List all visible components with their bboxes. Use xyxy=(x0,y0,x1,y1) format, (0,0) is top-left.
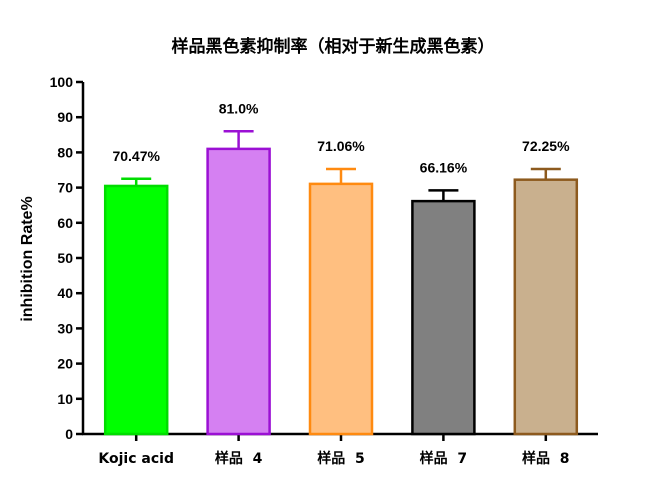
data-label: 66.16% xyxy=(420,159,468,175)
chart-title: 样品黑色素抑制率（相对于新生成黑色素） xyxy=(172,36,495,57)
bar xyxy=(411,199,476,436)
bar xyxy=(308,182,374,436)
data-label: 72.25% xyxy=(522,138,570,154)
y-axis-label: inhibition Rate% xyxy=(19,196,36,321)
y-tick-label: 80 xyxy=(57,144,73,160)
y-tick-label: 50 xyxy=(57,250,73,266)
data-label: 71.06% xyxy=(317,138,365,154)
y-tick-label: 60 xyxy=(57,215,73,231)
category-label: 样品 5 xyxy=(317,450,365,467)
y-tick-label: 40 xyxy=(57,285,73,301)
bar xyxy=(206,147,271,436)
bars xyxy=(103,130,579,436)
y-tick-label: 0 xyxy=(65,426,73,442)
category-label: Kojic acid xyxy=(98,451,174,467)
bar xyxy=(513,178,579,436)
y-tick-label: 30 xyxy=(57,320,73,336)
y-tick-label: 90 xyxy=(57,109,73,125)
labels: Kojic acid 70.47% 样品 4 81.0% 样品 5 71.06% 样品 7 6… xyxy=(98,100,570,467)
data-label: 81.0% xyxy=(219,100,259,116)
y-tick-label: 20 xyxy=(57,356,73,372)
y-tick-label: 100 xyxy=(50,74,74,90)
category-label: 样品 4 xyxy=(215,450,263,467)
category-label: 样品 8 xyxy=(522,450,570,467)
y-tick-label: 10 xyxy=(57,391,73,407)
y-tick-label: 70 xyxy=(57,180,73,196)
bar xyxy=(103,184,169,436)
category-label: 样品 7 xyxy=(420,450,468,467)
data-label: 70.47% xyxy=(112,148,160,164)
